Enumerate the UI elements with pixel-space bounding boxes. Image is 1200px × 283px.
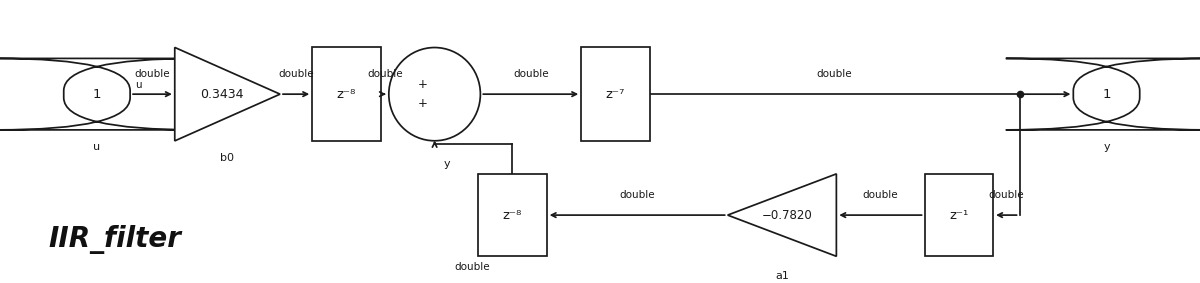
Text: double: double — [989, 190, 1024, 200]
Text: y: y — [1103, 142, 1110, 152]
Text: z⁻⁸: z⁻⁸ — [337, 88, 356, 101]
Text: +: + — [419, 97, 428, 110]
FancyBboxPatch shape — [0, 58, 198, 130]
Text: IIR_filter: IIR_filter — [49, 225, 181, 254]
Text: y: y — [444, 159, 450, 170]
Polygon shape — [175, 48, 280, 141]
Text: double: double — [455, 262, 490, 272]
FancyBboxPatch shape — [924, 174, 994, 256]
Text: double: double — [817, 69, 852, 79]
FancyBboxPatch shape — [581, 48, 649, 141]
FancyBboxPatch shape — [312, 48, 380, 141]
FancyBboxPatch shape — [1006, 58, 1200, 130]
Ellipse shape — [389, 48, 480, 141]
Text: 0.3434: 0.3434 — [200, 88, 244, 101]
Text: double: double — [512, 69, 548, 79]
Polygon shape — [727, 174, 836, 256]
Text: z⁻⁸: z⁻⁸ — [503, 209, 522, 222]
Text: z⁻¹: z⁻¹ — [949, 209, 968, 222]
Text: +: + — [419, 78, 428, 91]
Text: u: u — [134, 80, 142, 90]
Text: a1: a1 — [775, 271, 788, 282]
Text: b0: b0 — [221, 153, 234, 163]
Text: u: u — [94, 142, 101, 152]
Text: z⁻⁷: z⁻⁷ — [606, 88, 625, 101]
Text: −0.7820: −0.7820 — [762, 209, 812, 222]
Text: 1: 1 — [92, 88, 101, 101]
FancyBboxPatch shape — [478, 174, 547, 256]
Text: double: double — [619, 190, 655, 200]
Text: double: double — [367, 69, 403, 79]
Text: 1: 1 — [1103, 88, 1111, 101]
Text: double: double — [278, 69, 314, 79]
Text: double: double — [134, 69, 170, 79]
Text: double: double — [863, 190, 899, 200]
